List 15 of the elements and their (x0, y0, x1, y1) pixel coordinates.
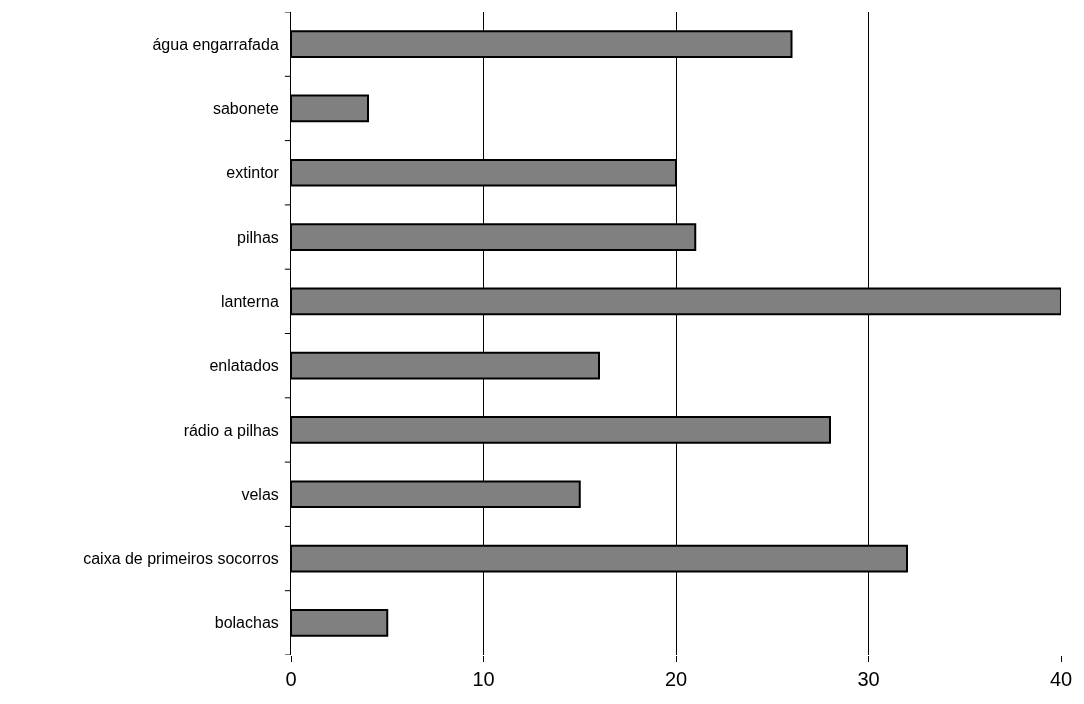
x-tick-label: 10 (472, 668, 495, 690)
x-tick-label: 30 (857, 668, 880, 690)
y-tick-label: extintor (226, 164, 280, 182)
y-tick-label: água engarrafada (152, 35, 279, 53)
x-tick-label: 0 (285, 668, 297, 690)
y-tick-label: enlatados (209, 357, 279, 375)
y-tick-label: velas (241, 485, 279, 503)
x-tick-label: 20 (664, 668, 688, 690)
x-tick-label: 40 (1049, 668, 1073, 690)
y-tick-label: caixa de primeiros socorros (83, 550, 279, 568)
y-tick-label: lanterna (220, 292, 279, 310)
y-tick-label: rádio a pilhas (183, 421, 279, 439)
y-tick-label: pilhas (236, 228, 279, 246)
y-tick-label: sabonete (212, 100, 279, 118)
y-tick-label: bolachas (214, 614, 279, 632)
